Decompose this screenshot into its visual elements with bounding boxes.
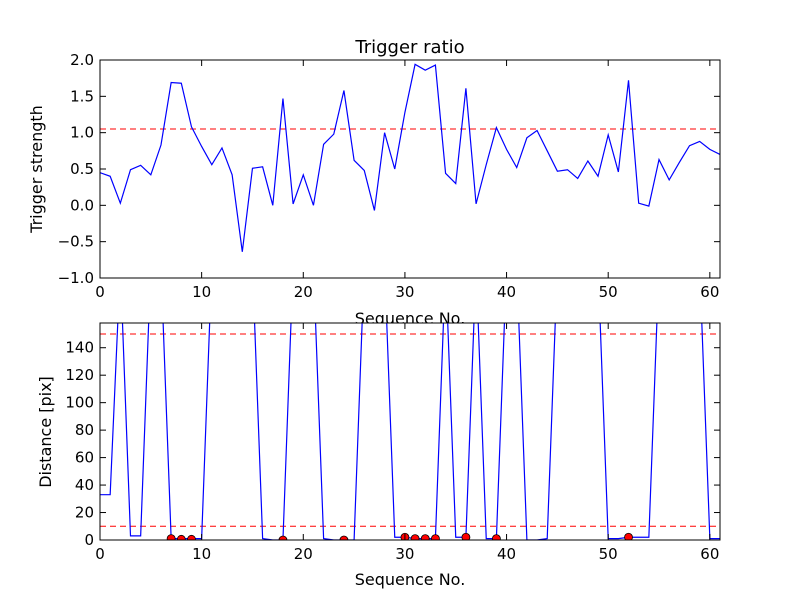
y-tick-label: 0.0 <box>70 196 94 214</box>
x-tick-label: 50 <box>599 283 618 301</box>
x-tick-label: 20 <box>294 545 313 563</box>
y-tick-label: 0 <box>84 531 94 549</box>
y-axis-label: Distance [pix] <box>36 376 55 488</box>
y-tick-label: 1.5 <box>70 87 94 105</box>
x-tick-label: 50 <box>599 545 618 563</box>
series-line <box>100 323 720 540</box>
x-tick-label: 30 <box>395 283 414 301</box>
x-tick-label: 0 <box>95 283 105 301</box>
y-tick-label: 140 <box>65 339 94 357</box>
x-tick-label: 60 <box>700 545 719 563</box>
plot-area <box>100 323 720 540</box>
y-tick-label: 60 <box>75 449 94 467</box>
x-tick-label: 10 <box>192 545 211 563</box>
x-tick-label: 10 <box>192 283 211 301</box>
x-tick-label: 0 <box>95 545 105 563</box>
trigger-marker <box>624 532 633 540</box>
trigger-marker <box>339 535 349 540</box>
y-tick-label: 40 <box>75 476 94 494</box>
trigger-marker <box>187 534 196 540</box>
trigger-marker <box>410 534 420 540</box>
y-axis-label: Trigger strength <box>27 105 46 234</box>
plot-frame <box>99 59 721 279</box>
distance-chart: 0 10 20 30 40 50 60 0 20 40 60 80 100 120 140 Sequence… <box>36 322 721 589</box>
x-tick-label: 30 <box>395 545 414 563</box>
plot-area <box>100 60 720 278</box>
x-tick-label: 40 <box>497 283 516 301</box>
y-tick-label: 120 <box>65 366 94 384</box>
y-tick-label: −0.5 <box>58 233 94 251</box>
x-axis-label: Sequence No. <box>355 570 466 589</box>
y-tick-label: 0.5 <box>70 160 94 178</box>
trigger-marker <box>461 532 471 540</box>
series-line <box>100 63 720 252</box>
x-tick-label: 40 <box>497 545 516 563</box>
y-tick-label: 2.0 <box>70 51 94 69</box>
y-tick-label: −1.0 <box>58 269 94 287</box>
y-tick-label: 20 <box>75 504 94 522</box>
chart-title: Trigger ratio <box>354 37 464 58</box>
trigger-marker <box>166 534 176 540</box>
y-tick-label: 80 <box>75 421 94 439</box>
y-tick-label: 100 <box>65 394 94 412</box>
plot-frame <box>99 322 721 541</box>
trigger-ratio-chart: Trigger ratio 0 10 20 30 40 50 60 −1.0 −0.5 0.0 0.… <box>27 37 721 328</box>
trigger-marker <box>278 535 288 540</box>
x-tick-label: 20 <box>294 283 313 301</box>
y-tick-label: 1.0 <box>70 124 94 142</box>
trigger-marker <box>431 534 440 540</box>
x-tick-label: 60 <box>700 283 719 301</box>
trigger-marker <box>176 534 186 540</box>
trigger-marker <box>491 534 501 540</box>
trigger-marker <box>420 534 430 540</box>
